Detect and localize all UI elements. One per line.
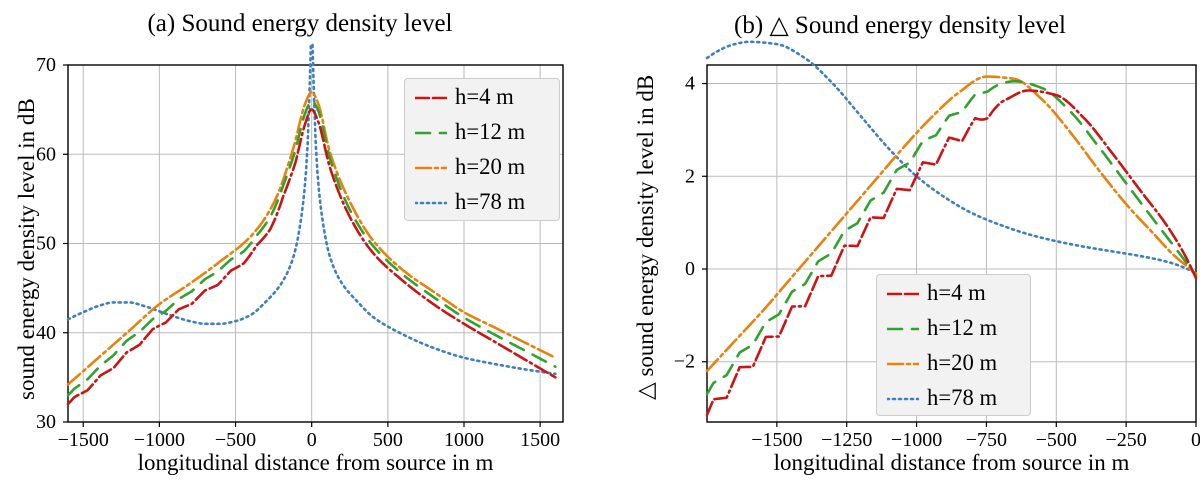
svg-text:−1500: −1500 xyxy=(751,429,802,451)
svg-text:−2: −2 xyxy=(674,351,695,373)
svg-text:1500: 1500 xyxy=(520,429,560,451)
svg-text:500: 500 xyxy=(373,429,403,451)
svg-text:−1000: −1000 xyxy=(134,429,185,451)
svg-text:50: 50 xyxy=(36,233,56,255)
svg-text:4: 4 xyxy=(685,73,695,95)
svg-text:60: 60 xyxy=(36,143,56,165)
svg-text:0: 0 xyxy=(1191,429,1200,451)
svg-text:−250: −250 xyxy=(1105,429,1146,451)
svg-text:−1500: −1500 xyxy=(58,429,109,451)
svg-text:40: 40 xyxy=(36,322,56,344)
svg-text:−500: −500 xyxy=(215,429,256,451)
svg-text:−1000: −1000 xyxy=(891,429,942,451)
svg-text:30: 30 xyxy=(36,411,56,433)
svg-text:−1250: −1250 xyxy=(821,429,872,451)
svg-text:0: 0 xyxy=(307,429,317,451)
svg-text:−500: −500 xyxy=(1036,429,1077,451)
svg-text:−750: −750 xyxy=(966,429,1007,451)
svg-text:70: 70 xyxy=(36,54,56,76)
svg-text:0: 0 xyxy=(685,258,695,280)
svg-text:2: 2 xyxy=(685,165,695,187)
svg-text:1000: 1000 xyxy=(444,429,484,451)
